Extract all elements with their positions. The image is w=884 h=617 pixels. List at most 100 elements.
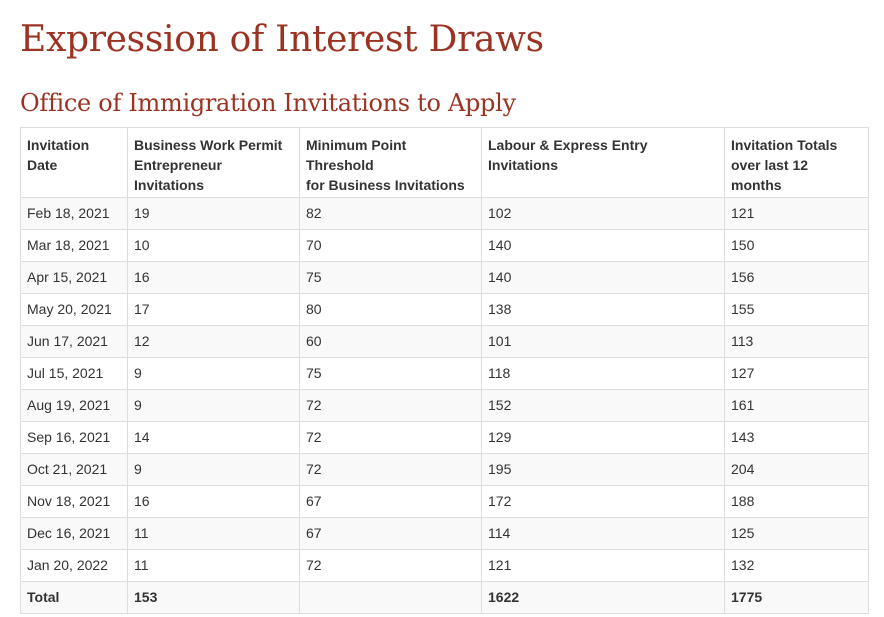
cell-business-invitations: 14	[127, 421, 300, 454]
table-row: May 20, 2021 17 80 138 155	[20, 293, 869, 326]
cell-minimum-points: 75	[299, 261, 482, 294]
table-row: Feb 18, 2021 19 82 102 121	[20, 197, 869, 230]
table-total-row: Total 153 1622 1775	[20, 581, 869, 614]
cell-business-invitations: 9	[127, 357, 300, 390]
cell-business-invitations: 12	[127, 325, 300, 358]
cell-labour-express-invitations: 129	[481, 421, 725, 454]
cell-invitation-totals: 155	[724, 293, 869, 326]
total-label: Total	[20, 581, 128, 614]
cell-minimum-points: 80	[299, 293, 482, 326]
header-invitation-date: Invitation Date	[20, 127, 128, 198]
cell-labour-express-invitations: 195	[481, 453, 725, 486]
cell-business-invitations: 9	[127, 389, 300, 422]
header-text-line: Entrepreneur	[134, 157, 222, 173]
cell-date: Feb 18, 2021	[20, 197, 128, 230]
header-text-line: months	[731, 177, 782, 193]
cell-business-invitations: 16	[127, 261, 300, 294]
cell-labour-express-invitations: 172	[481, 485, 725, 518]
cell-date: Apr 15, 2021	[20, 261, 128, 294]
table-row: Jan 20, 2022 11 72 121 132	[20, 549, 869, 582]
header-text-line: Labour & Express Entry	[488, 137, 648, 153]
cell-labour-express-invitations: 140	[481, 261, 725, 294]
cell-date: Aug 19, 2021	[20, 389, 128, 422]
cell-business-invitations: 17	[127, 293, 300, 326]
cell-date: Mar 18, 2021	[20, 229, 128, 262]
table-row: Jun 17, 2021 12 60 101 113	[20, 325, 869, 358]
cell-labour-express-invitations: 152	[481, 389, 725, 422]
header-text-line: over last 12	[731, 157, 809, 173]
cell-minimum-points: 72	[299, 453, 482, 486]
cell-invitation-totals: 156	[724, 261, 869, 294]
cell-labour-express-invitations: 101	[481, 325, 725, 358]
cell-labour-express-invitations: 102	[481, 197, 725, 230]
cell-date: Nov 18, 2021	[20, 485, 128, 518]
cell-date: May 20, 2021	[20, 293, 128, 326]
cell-minimum-points: 60	[299, 325, 482, 358]
header-text-line: Invitation Totals	[731, 137, 838, 153]
cell-minimum-points: 67	[299, 517, 482, 550]
cell-labour-express-invitations: 114	[481, 517, 725, 550]
header-text-line: Date	[27, 157, 58, 173]
cell-labour-express-invitations: 118	[481, 357, 725, 390]
cell-invitation-totals: 150	[724, 229, 869, 262]
cell-date: Jul 15, 2021	[20, 357, 128, 390]
header-labour-express-invitations: Labour & Express Entry Invitations	[481, 127, 725, 198]
cell-minimum-points: 72	[299, 389, 482, 422]
cell-date: Jan 20, 2022	[20, 549, 128, 582]
cell-business-invitations: 16	[127, 485, 300, 518]
header-business-invitations: Business Work Permit Entrepreneur Invitati…	[127, 127, 300, 198]
cell-labour-express-invitations: 121	[481, 549, 725, 582]
cell-business-invitations: 19	[127, 197, 300, 230]
table-header-row: Invitation Date Business Work Permit Entrep…	[20, 127, 869, 198]
cell-date: Oct 21, 2021	[20, 453, 128, 486]
header-text-line: Business Work Permit	[134, 137, 283, 153]
header-text-line: Minimum Point	[306, 137, 407, 153]
cell-invitation-totals: 113	[724, 325, 869, 358]
table-row: Jul 15, 2021 9 75 118 127	[20, 357, 869, 390]
header-text-line: Invitations	[488, 157, 559, 173]
cell-labour-express-invitations: 140	[481, 229, 725, 262]
cell-invitation-totals: 132	[724, 549, 869, 582]
cell-minimum-points: 72	[299, 549, 482, 582]
header-text-line: Invitation	[27, 137, 90, 153]
table-row: Apr 15, 2021 16 75 140 156	[20, 261, 869, 294]
page-title: Expression of Interest Draws	[20, 19, 544, 60]
invitations-table: Invitation Date Business Work Permit Entrep…	[20, 127, 869, 614]
cell-invitation-totals: 161	[724, 389, 869, 422]
table-row: Oct 21, 2021 9 72 195 204	[20, 453, 869, 486]
total-invitation-totals: 1775	[724, 581, 869, 614]
cell-business-invitations: 11	[127, 517, 300, 550]
table-body: Feb 18, 2021 19 82 102 121 Mar 18, 2021 10 70 14…	[20, 197, 869, 582]
header-text-line: Invitations	[134, 177, 205, 193]
cell-date: Dec 16, 2021	[20, 517, 128, 550]
cell-invitation-totals: 143	[724, 421, 869, 454]
cell-invitation-totals: 204	[724, 453, 869, 486]
table-row: Aug 19, 2021 9 72 152 161	[20, 389, 869, 422]
table-row: Sep 16, 2021 14 72 129 143	[20, 421, 869, 454]
header-invitation-totals: Invitation Totals over last 12 months	[724, 127, 869, 198]
header-text-line: for Business Invitations	[306, 177, 465, 193]
total-minimum-points	[299, 581, 482, 614]
cell-invitation-totals: 121	[724, 197, 869, 230]
cell-business-invitations: 11	[127, 549, 300, 582]
cell-minimum-points: 82	[299, 197, 482, 230]
total-labour-express-invitations: 1622	[481, 581, 725, 614]
total-business-invitations: 153	[127, 581, 300, 614]
table-row: Dec 16, 2021 11 67 114 125	[20, 517, 869, 550]
cell-date: Sep 16, 2021	[20, 421, 128, 454]
cell-business-invitations: 10	[127, 229, 300, 262]
table-row: Nov 18, 2021 16 67 172 188	[20, 485, 869, 518]
cell-labour-express-invitations: 138	[481, 293, 725, 326]
cell-invitation-totals: 127	[724, 357, 869, 390]
section-title: Office of Immigration Invitations to App…	[20, 89, 516, 117]
cell-business-invitations: 9	[127, 453, 300, 486]
cell-minimum-points: 75	[299, 357, 482, 390]
table-row: Mar 18, 2021 10 70 140 150	[20, 229, 869, 262]
header-text-line: Threshold	[306, 157, 374, 173]
cell-minimum-points: 72	[299, 421, 482, 454]
cell-minimum-points: 67	[299, 485, 482, 518]
cell-invitation-totals: 125	[724, 517, 869, 550]
cell-date: Jun 17, 2021	[20, 325, 128, 358]
header-minimum-points: Minimum Point Threshold for Business Invit…	[299, 127, 482, 198]
cell-invitation-totals: 188	[724, 485, 869, 518]
